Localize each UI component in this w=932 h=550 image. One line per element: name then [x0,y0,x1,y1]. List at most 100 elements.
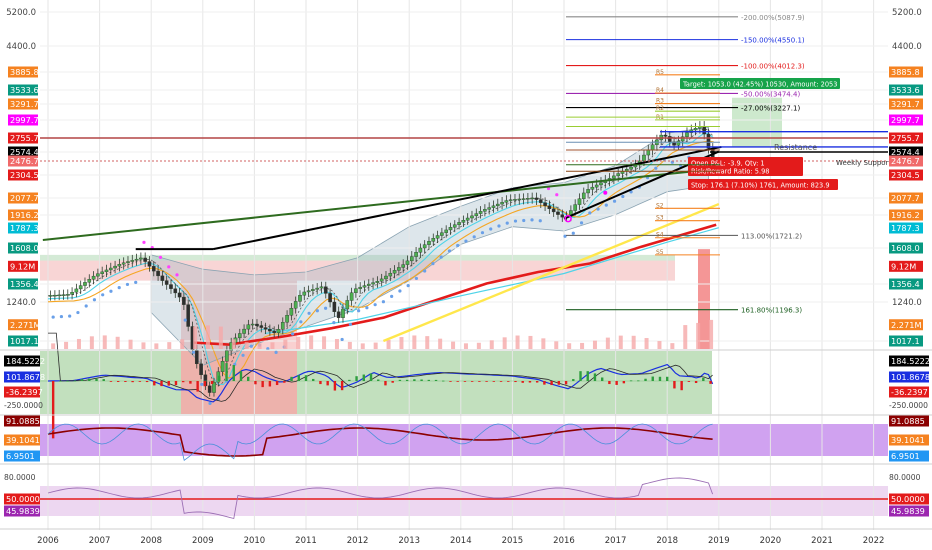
candle-body-91 [440,232,444,236]
sar-dot-10 [134,280,138,284]
macd-hist-91 [709,381,712,384]
macd-line [47,363,714,403]
sar-dot-73 [654,166,658,170]
macd-hist-78 [615,381,618,385]
stoch-slow [47,427,713,457]
candle-body-106 [504,200,509,203]
left-badge-1-bg [8,84,38,96]
candle-body-55 [285,315,289,323]
macd-hist-45 [377,379,380,381]
candle-body-111 [526,198,530,200]
macd-hist-3 [73,380,77,382]
x-tick-2018: 2018 [656,536,678,546]
candle-body-47 [250,323,255,326]
candle-body-81 [397,267,401,271]
sar-dot-69 [621,194,625,199]
sar-dot-49 [456,243,460,248]
pivot-label-2: R3 [656,98,664,105]
volume-bar-45 [631,335,636,349]
macd-hist-22 [210,381,214,384]
candle-body-118 [556,211,560,215]
candle-body-56 [289,308,294,316]
sar-dot-54 [497,224,501,228]
macd-hist-84 [658,376,662,381]
candle-body-152 [702,126,706,135]
sar-dot-56 [513,219,518,223]
volume-bar-4 [102,335,107,349]
sar-dot-41 [390,294,394,298]
left-badge-4: 2755.7 [10,133,39,143]
macd-hist-68 [543,381,546,385]
x-tick-2006: 2006 [37,536,59,546]
macd-hist-31 [275,381,279,386]
candle-body-64 [323,286,328,294]
candle-body-24 [151,266,156,272]
sar-dot-5 [92,298,97,302]
sar-dot-61 [555,193,559,197]
macd-hist-90 [702,377,705,381]
macd-hist-76 [600,377,604,381]
macd-left-badge-1: 101.8678 [6,372,45,382]
candle-body-60 [306,290,311,293]
sar-dot-19 [208,401,212,405]
target-label: Target: 1053.0 (42.45%) 10530, Amount: 2… [682,81,837,89]
candle-body-147 [680,136,685,142]
x-tick-2019: 2019 [708,536,730,546]
volume-bar-18 [283,339,288,349]
sar-dot-53 [489,227,493,231]
candle-body-107 [508,199,513,201]
trendline-yellow [382,202,720,343]
stoch-left-badge-0-bg [4,415,40,427]
candle-body-2 [57,294,61,297]
fib-label-5: 113.00%(1721.2) [741,232,802,240]
candle-body-1 [53,294,57,297]
weekly-support-label: Weekly Support [836,159,891,167]
sar-dot-70 [629,190,633,194]
candle-body-6 [74,288,79,293]
volume-bar-28 [412,335,417,349]
candle-body-146 [676,140,681,146]
volume-bar-2 [76,338,81,349]
candle-body-75 [371,282,375,285]
volume-bar-36 [515,335,520,349]
candle-body-82 [401,264,405,268]
x-tick-2021: 2021 [811,536,833,546]
macd-hist-5 [88,378,91,381]
candle-body-11 [96,273,100,277]
candle-body-104 [495,203,500,207]
right-badge-7: 2304.5 [891,170,920,180]
candle-body-110 [521,198,526,200]
pivot-label-3: R2 [656,105,664,112]
sar-dot-13 [158,255,163,260]
macd-hist-73 [579,371,582,381]
left-badge-8-bg [8,192,38,204]
macd-hist-86 [673,381,676,389]
sar-dot-0 [51,315,55,319]
sar-dot-55 [505,221,509,225]
right-badge-12-bg [889,260,923,272]
stop-label-box [688,179,838,190]
candle-body-78 [384,275,388,280]
candle-body-30 [177,292,182,298]
candle-body-4 [65,294,70,296]
candle-body-103 [491,205,496,208]
right-badge-6: 2476.7 [891,156,920,166]
macd-left-badge-0: 184.5222 [6,356,45,366]
volume-bar-44 [618,335,623,349]
macd-hist-79 [622,381,626,384]
candle-body-83 [405,260,410,265]
x-tick-2011: 2011 [295,536,317,546]
macd-hist-7 [102,379,105,381]
candle-body-117 [551,208,556,213]
macd-hist-55 [449,381,452,382]
stoch-left-badge-2: 6.9501 [6,451,35,461]
right-badge-11: 1608.0 [891,243,920,253]
macd-hist-42 [355,376,358,381]
candle-body-71 [354,288,358,293]
left-badge-0-bg [8,66,38,78]
volume-bar-19 [296,336,301,349]
macd-hist-48 [398,379,402,381]
macd-hist-60 [485,381,488,382]
right-badge-8-bg [889,192,923,204]
